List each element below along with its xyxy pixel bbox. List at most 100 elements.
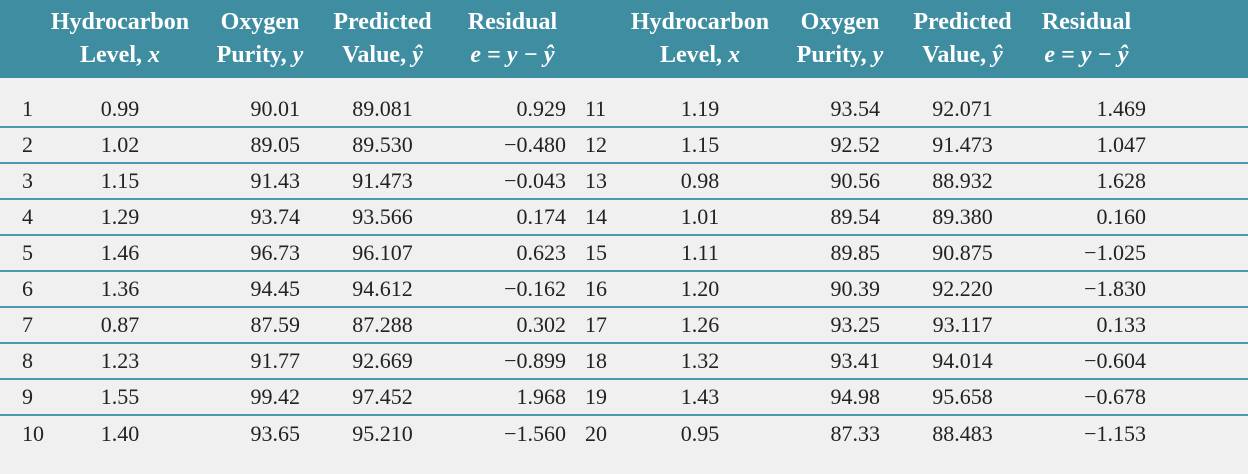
header-hydrocarbon-2-line2: Level, x bbox=[660, 42, 740, 68]
header-hydrocarbon-line2: Level, x bbox=[80, 42, 160, 68]
row-index: 2 bbox=[22, 132, 33, 157]
header-residual: Residual e = y − ŷ bbox=[445, 6, 580, 72]
header-hydrocarbon-2: Hydrocarbon Level, x bbox=[620, 6, 780, 72]
row-index: 18 bbox=[585, 348, 607, 373]
header-oxygen-2-line2: Purity, y bbox=[796, 42, 884, 68]
table-row: 1 0.99 90.01 89.081 0.929 11 1.19 93.54 92.071 1.… bbox=[0, 92, 1248, 128]
oxygen-value: 89.05 bbox=[250, 132, 301, 157]
row-index: 9 bbox=[22, 384, 33, 409]
predicted-value: 92.669 bbox=[352, 348, 413, 373]
header-predicted-2-line1: Predicted bbox=[913, 9, 1012, 35]
row-index: 13 bbox=[585, 168, 607, 193]
header-oxygen-2: Oxygen Purity, y bbox=[780, 6, 900, 72]
row-index: 20 bbox=[585, 421, 607, 446]
hydrocarbon-value: 1.55 bbox=[100, 384, 140, 409]
hydrocarbon-value: 1.43 bbox=[680, 384, 720, 409]
row-index: 8 bbox=[22, 348, 33, 373]
table-row: 2 1.02 89.05 89.530 −0.480 12 1.15 92.52 91.473 1… bbox=[0, 128, 1248, 164]
header-oxygen-line2: Purity, y bbox=[216, 42, 304, 68]
oxygen-value: 87.33 bbox=[830, 421, 881, 446]
residual-value: −1.153 bbox=[1084, 421, 1146, 446]
predicted-value: 89.530 bbox=[352, 132, 413, 157]
row-index: 19 bbox=[585, 384, 607, 409]
row-index: 14 bbox=[585, 204, 607, 229]
predicted-value: 91.473 bbox=[352, 168, 413, 193]
oxygen-value: 99.42 bbox=[250, 384, 301, 409]
hydrocarbon-value: 1.02 bbox=[100, 132, 140, 157]
oxygen-value: 90.56 bbox=[830, 168, 881, 193]
hydrocarbon-value: 0.99 bbox=[100, 96, 140, 121]
predicted-value: 91.473 bbox=[932, 132, 993, 157]
oxygen-value: 93.65 bbox=[250, 421, 301, 446]
hydrocarbon-value: 0.98 bbox=[680, 168, 720, 193]
residual-value: −1.025 bbox=[1084, 240, 1146, 265]
predicted-value: 97.452 bbox=[352, 384, 413, 409]
row-index: 16 bbox=[585, 276, 607, 301]
hydrocarbon-value: 1.32 bbox=[680, 348, 720, 373]
residual-value: 1.469 bbox=[1096, 96, 1147, 121]
header-residual-line2: e = y − ŷ bbox=[470, 42, 555, 68]
residual-value: 0.623 bbox=[516, 240, 567, 265]
predicted-value: 96.107 bbox=[352, 240, 413, 265]
residual-value: −0.604 bbox=[1084, 348, 1146, 373]
table-row: 6 1.36 94.45 94.612 −0.162 16 1.20 90.39 92.220 −… bbox=[0, 272, 1248, 308]
oxygen-value: 90.39 bbox=[830, 276, 881, 301]
residual-value: −0.162 bbox=[504, 276, 566, 301]
predicted-value: 95.658 bbox=[932, 384, 993, 409]
row-index: 15 bbox=[585, 240, 607, 265]
hydrocarbon-value: 1.29 bbox=[100, 204, 140, 229]
table-body: 1 0.99 90.01 89.081 0.929 11 1.19 93.54 92.071 1.… bbox=[0, 78, 1248, 452]
row-index: 11 bbox=[585, 96, 607, 121]
oxygen-value: 93.41 bbox=[830, 348, 881, 373]
header-residual-2-line2: e = y − ŷ bbox=[1044, 42, 1129, 68]
header-predicted-line2: Value, ŷ bbox=[342, 42, 423, 68]
row-index: 12 bbox=[585, 132, 607, 157]
predicted-value: 94.612 bbox=[352, 276, 413, 301]
residual-value: 0.133 bbox=[1096, 312, 1147, 337]
residual-value: −1.830 bbox=[1084, 276, 1146, 301]
residual-value: 1.628 bbox=[1096, 168, 1147, 193]
header-predicted: Predicted Value, ŷ bbox=[320, 6, 445, 72]
header-hydrocarbon-2-line1: Hydrocarbon bbox=[630, 9, 770, 35]
oxygen-value: 92.52 bbox=[830, 132, 881, 157]
header-hydrocarbon-line1: Hydrocarbon bbox=[50, 9, 190, 35]
header-residual-line1: Residual bbox=[467, 9, 558, 35]
predicted-value: 87.288 bbox=[352, 312, 413, 337]
hydrocarbon-value: 1.23 bbox=[100, 348, 140, 373]
hydrocarbon-value: 1.15 bbox=[100, 168, 140, 193]
header-predicted-2: Predicted Value, ŷ bbox=[900, 6, 1025, 72]
table-row: 9 1.55 99.42 97.452 1.968 19 1.43 94.98 95.658 −0… bbox=[0, 380, 1248, 416]
residual-value: −1.560 bbox=[504, 421, 566, 446]
header-oxygen-2-line1: Oxygen bbox=[800, 9, 880, 35]
residual-value: 1.968 bbox=[516, 384, 567, 409]
oxygen-value: 93.25 bbox=[830, 312, 881, 337]
predicted-value: 93.566 bbox=[352, 204, 413, 229]
table-row: 10 1.40 93.65 95.210 −1.560 20 0.95 87.33 88.483… bbox=[0, 416, 1248, 452]
predicted-value: 92.071 bbox=[932, 96, 993, 121]
header-residual-2-line1: Residual bbox=[1041, 9, 1132, 35]
predicted-value: 93.117 bbox=[932, 312, 993, 337]
table-row: 8 1.23 91.77 92.669 −0.899 18 1.32 93.41 94.014 −… bbox=[0, 344, 1248, 380]
oxygen-value: 94.98 bbox=[830, 384, 881, 409]
predicted-value: 90.875 bbox=[932, 240, 993, 265]
row-index: 7 bbox=[22, 312, 33, 337]
row-index: 4 bbox=[22, 204, 33, 229]
table-header: Hydrocarbon Level, x Oxygen Purity, y Pr… bbox=[0, 0, 1248, 78]
predicted-value: 95.210 bbox=[352, 421, 413, 446]
row-index: 1 bbox=[22, 96, 33, 121]
predicted-value: 92.220 bbox=[932, 276, 993, 301]
residual-value: 1.047 bbox=[1096, 132, 1147, 157]
table-row: 4 1.29 93.74 93.566 0.174 14 1.01 89.54 89.380 0.… bbox=[0, 200, 1248, 236]
hydrocarbon-value: 1.15 bbox=[680, 132, 720, 157]
table-row: 7 0.87 87.59 87.288 0.302 17 1.26 93.25 93.117 0.… bbox=[0, 308, 1248, 344]
hydrocarbon-value: 1.19 bbox=[680, 96, 720, 121]
oxygen-value: 96.73 bbox=[250, 240, 301, 265]
predicted-value: 89.380 bbox=[932, 204, 993, 229]
hydrocarbon-value: 1.20 bbox=[680, 276, 720, 301]
header-hydrocarbon: Hydrocarbon Level, x bbox=[40, 6, 200, 72]
predicted-value: 88.932 bbox=[932, 168, 993, 193]
hydrocarbon-value: 1.40 bbox=[100, 421, 140, 446]
residual-value: −0.899 bbox=[504, 348, 566, 373]
oxygen-value: 91.43 bbox=[250, 168, 301, 193]
